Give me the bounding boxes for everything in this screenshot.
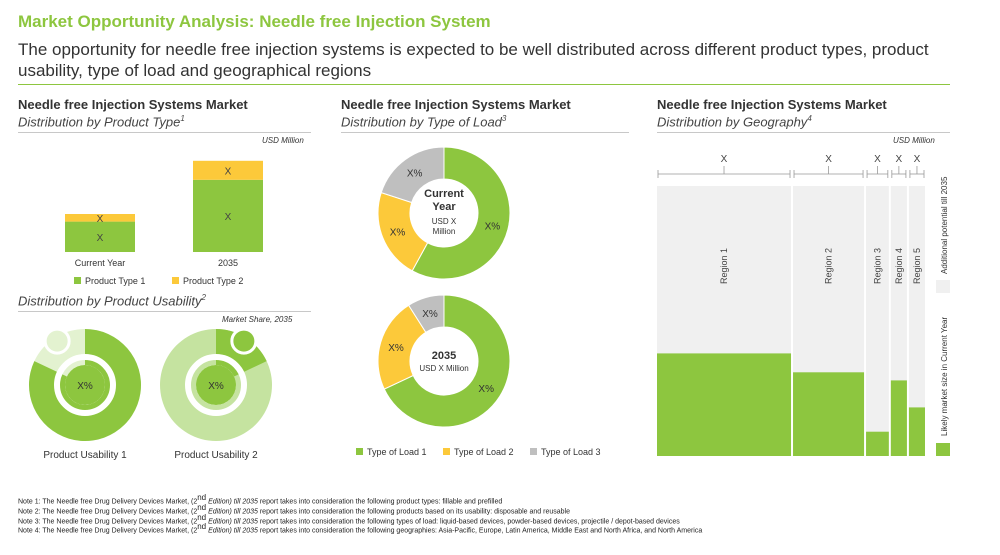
legend-label: Product Type 2 [183, 276, 243, 286]
load-divider [341, 132, 629, 133]
region-label: Region 1 [719, 248, 729, 284]
geo-current-5 [908, 407, 925, 456]
donut-center-title: Current [424, 188, 464, 200]
segment-label: X% [478, 384, 494, 395]
legend-swatch [530, 448, 537, 455]
product-type-heading: Needle free Injection Systems Market [18, 97, 248, 112]
width-label: X [721, 154, 728, 165]
legend-swatch-current [936, 443, 950, 456]
donut-center-sub: USD X [432, 217, 457, 226]
page-subtitle: The opportunity for needle free injectio… [18, 40, 929, 80]
product-type-subheading: Distribution by Product Type1 [18, 114, 185, 130]
geo-current-1 [657, 353, 792, 456]
geography-unit: USD Million [893, 136, 935, 145]
legend-swatch [356, 448, 363, 455]
load-heading: Needle free Injection Systems Market [341, 97, 571, 112]
note-4: Note 4: The Needle free Drug Delivery De… [18, 522, 703, 535]
geo-current-3 [866, 431, 889, 456]
donut-center [65, 365, 105, 405]
page-title: Market Opportunity Analysis: Needle free… [18, 12, 491, 31]
region-label: Region 5 [912, 248, 922, 284]
donut-inner-ring [54, 354, 116, 416]
geography-divider [657, 132, 950, 133]
load-segment-1 [411, 146, 511, 280]
bar-current-year-1 [65, 221, 135, 252]
load-segment-3 [380, 146, 445, 204]
width-label: X [874, 154, 881, 165]
donut-bubble [43, 327, 71, 355]
donut-center-title: 2035 [432, 350, 456, 362]
title-divider [18, 84, 950, 85]
product-type-unit: USD Million [262, 136, 304, 145]
usability-unit: Market Share, 2035 [222, 315, 293, 324]
note-3: Note 3: The Needle free Drug Delivery De… [18, 513, 680, 526]
legend-label-current: Likely market size in Current Year [940, 317, 949, 437]
donut-center-sub: USD X Million [419, 364, 468, 373]
segment-label: X% [422, 309, 438, 320]
segment-label: X% [390, 227, 406, 238]
usability-subheading: Distribution by Product Usability2 [18, 293, 206, 309]
region-label: Region 4 [894, 248, 904, 284]
donut-share-segment [28, 329, 141, 441]
geo-potential-5 [908, 186, 925, 456]
geo-current-2 [793, 372, 865, 456]
legend-swatch-additional [936, 280, 950, 293]
segment-label: X% [388, 343, 404, 354]
bar-value-label: X [97, 233, 104, 244]
legend-label: Type of Load 3 [541, 447, 601, 457]
legend-label: Type of Load 2 [454, 447, 514, 457]
geo-potential-3 [866, 186, 889, 456]
donut-center [196, 365, 236, 405]
note-2: Note 2: The Needle free Drug Delivery De… [18, 503, 570, 516]
product-type-divider [18, 132, 311, 133]
legend-label: Product Type 1 [85, 276, 145, 286]
load-segment-3 [407, 294, 445, 333]
donut-caption: Product Usability 1 [43, 450, 127, 461]
bar-value-label: X [225, 166, 232, 177]
geography-heading: Needle free Injection Systems Market [657, 97, 887, 112]
segment-label: X% [407, 169, 423, 180]
load-subheading: Distribution by Type of Load3 [341, 114, 507, 130]
donut-center-label: X% [77, 381, 93, 392]
load-segment-1 [383, 294, 511, 428]
donut-inner-ring [185, 354, 247, 416]
usability-chart: X% Product Usability 1 X% Product Usability… [28, 327, 273, 461]
note-1: Note 1: The Needle free Drug Delivery De… [18, 493, 503, 506]
region-label: Region 2 [824, 248, 834, 284]
legend-label-additional: Additional potential till 2035 [940, 176, 949, 274]
donut-bubble [230, 327, 258, 355]
bar-value-label: X [97, 214, 104, 225]
geo-current-4 [890, 380, 907, 456]
donut-center-label: X% [208, 381, 224, 392]
bar-value-label: X [225, 212, 232, 223]
donut-caption: Product Usability 2 [174, 450, 258, 461]
donut-center-sub: Million [433, 227, 456, 236]
legend-swatch [74, 277, 81, 284]
geography-chart: Region 1 X Region 2 X Region 3 X Region 4 X Regi… [657, 154, 950, 456]
x-tick-label: Current Year [75, 258, 126, 268]
geography-subheading: Distribution by Geography4 [657, 114, 812, 130]
bar-2035-2 [193, 160, 263, 180]
segment-label: X% [485, 221, 501, 232]
legend-swatch [172, 277, 179, 284]
legend-label: Type of Load 1 [367, 447, 427, 457]
width-label: X [896, 154, 903, 165]
usability-divider [18, 311, 311, 312]
width-label: X [914, 154, 921, 165]
region-label: Region 3 [872, 248, 882, 284]
width-label: X [825, 154, 832, 165]
legend-swatch [443, 448, 450, 455]
x-tick-label: 2035 [218, 258, 238, 268]
bar-2035-1 [193, 179, 263, 252]
bar-current-year-2 [65, 214, 135, 222]
donut-center-title: Year [432, 201, 456, 213]
